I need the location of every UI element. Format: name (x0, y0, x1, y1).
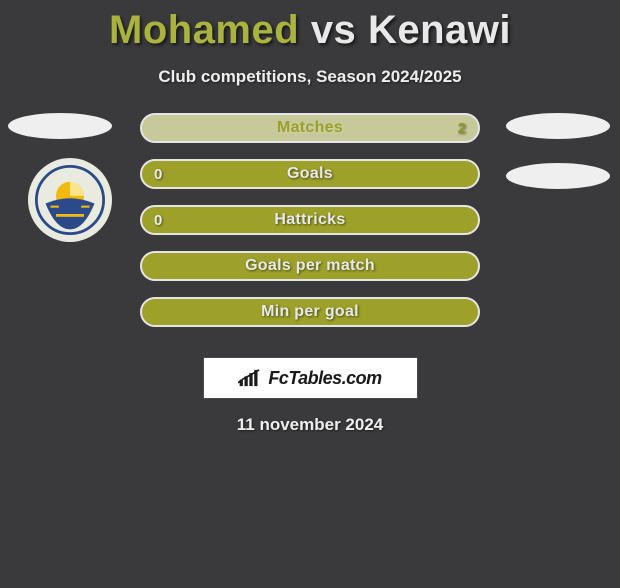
source-logo: FcTables.com (203, 357, 418, 399)
player1-club-badge (28, 158, 112, 242)
player2-name: Kenawi (368, 8, 511, 52)
page-title: Mohamed vs Kenawi (0, 8, 620, 53)
bar-chart-icon (238, 367, 264, 389)
date-text: 11 november 2024 (0, 415, 620, 435)
stat-bar-matches: Matches 2 (140, 113, 480, 143)
stat-label: Goals (287, 165, 333, 183)
source-logo-text: FcTables.com (268, 368, 381, 389)
vs-text: vs (311, 8, 357, 52)
stat-right-value: 2 (458, 120, 466, 137)
stat-label: Matches (277, 119, 343, 137)
player1-name: Mohamed (109, 8, 299, 52)
stat-bar-min-per-goal: Min per goal (140, 297, 480, 327)
club-crest-icon (35, 165, 105, 235)
stat-bar-hattricks: 0 Hattricks (140, 205, 480, 235)
player2-avatar-placeholder (506, 113, 610, 139)
player2-club-placeholder (506, 163, 610, 189)
comparison-stage: Matches 2 0 Goals 0 Hattricks Goals per … (0, 113, 620, 343)
stat-bar-goals-per-match: Goals per match (140, 251, 480, 281)
stat-label: Goals per match (245, 257, 375, 275)
stat-label: Hattricks (274, 211, 345, 229)
stat-label: Min per goal (261, 303, 359, 321)
player1-avatar-placeholder (8, 113, 112, 139)
stat-left-value: 0 (154, 212, 162, 229)
stat-left-value: 0 (154, 166, 162, 183)
stat-bar-goals: 0 Goals (140, 159, 480, 189)
subtitle: Club competitions, Season 2024/2025 (0, 67, 620, 87)
stat-bars: Matches 2 0 Goals 0 Hattricks Goals per … (140, 113, 480, 343)
